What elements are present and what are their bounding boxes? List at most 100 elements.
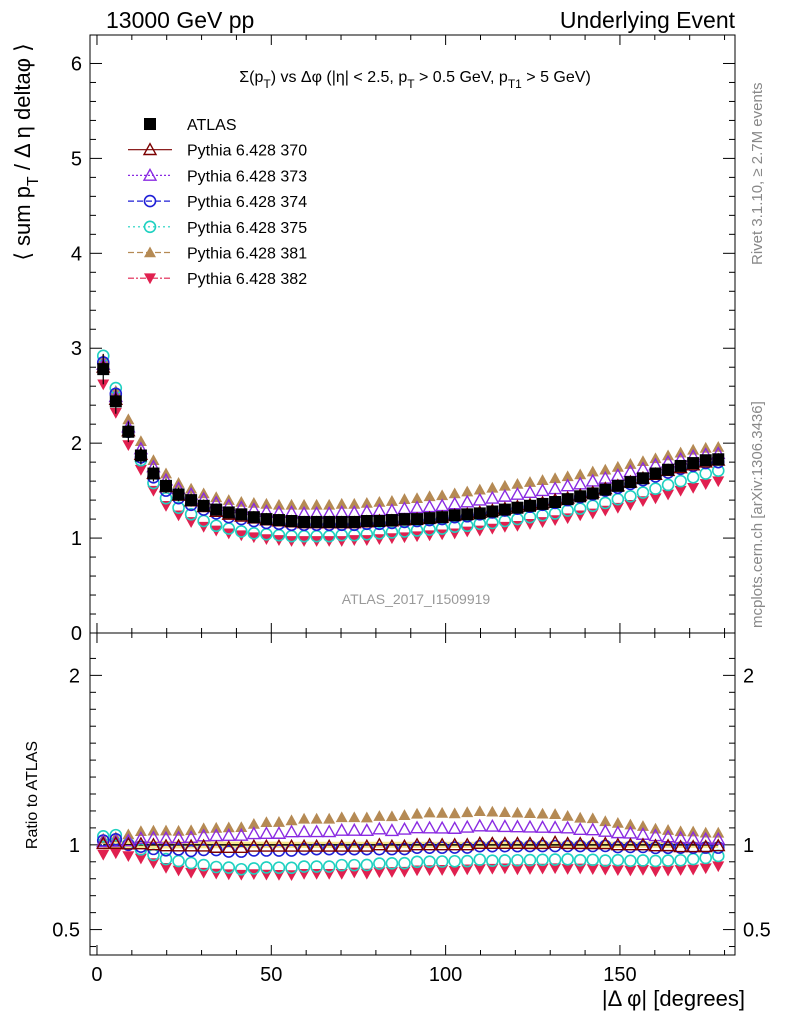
ratio-point [109,828,123,842]
mc-point [661,478,675,492]
ratio-point [624,840,637,854]
ratio-point [535,819,550,833]
atlas-data-point [662,463,675,476]
ratio-point [260,861,273,874]
atlas-data-point [310,515,323,528]
ratio-point [685,839,701,853]
ratio-point [486,805,499,817]
ratio-point [335,858,349,872]
ratio-point [685,830,701,844]
atlas-data-point [360,514,373,527]
ratio-point [698,839,713,853]
ratio-point [183,830,199,844]
atlas-data-point [109,395,122,408]
ratio-point [624,818,637,830]
y-tick-label: 1 [69,835,80,857]
ratio-point [573,836,588,850]
ratio-point [498,863,511,875]
atlas-data-point [348,515,361,528]
ratio-point [384,838,400,852]
ratio-point [547,834,563,848]
ratio-point [171,838,186,852]
ratio-point [586,812,599,824]
ratio-point [359,838,375,852]
ratio-point [624,865,637,877]
ratio-point [284,824,299,838]
ratio-point [373,810,386,821]
x-tick-label: 0 [91,964,102,986]
atlas-data-point [385,514,398,527]
y-tick-label: 5 [71,148,82,170]
legend-label: Pythia 6.428 373 [187,168,307,185]
ratio-point [310,860,323,873]
mc-point [497,488,513,502]
mc-point [411,492,424,504]
ratio-point [309,838,324,852]
ratio-point [335,811,348,823]
atlas-data-point [235,508,248,521]
ratio-point [272,816,285,827]
mc-point [447,496,462,510]
mc-point [536,474,549,485]
mc-point [323,498,336,510]
atlas-data-point [636,472,649,485]
ratio-point [184,856,198,870]
mc-point [547,481,563,495]
ratio-point [271,838,287,852]
ratio-point [133,836,149,850]
plot-title: Σ(pT) vs Δφ (|η| < 2.5, pT > 0.5 GeV, pT… [239,69,591,91]
ratio-point [296,824,312,838]
mc-point [373,496,386,507]
ratio-point [662,865,675,877]
ratio-point [322,860,336,873]
x-axis-label: |Δ φ| [degrees] [602,986,745,1011]
main-y-label: ⟨ sum pT / Δ η deltaφ ⟩ [10,43,42,260]
ratio-point [360,868,373,880]
ratio-point [172,824,185,836]
ratio-y-label: Ratio to ATLAS [24,741,41,849]
ratio-point [172,865,185,877]
ratio-point [497,836,513,850]
ratio-point [409,820,425,834]
atlas-data-point [97,363,110,376]
mc-point [423,490,436,502]
ratio-point [486,863,499,875]
ratio-point [598,836,613,850]
ratio-point [460,819,475,833]
ratio-point [461,806,474,818]
ratio-point [636,840,650,854]
ratio-point [586,853,600,867]
ratio-point [221,840,236,854]
ratio-point [372,837,387,851]
ratio-point [473,864,486,876]
legend-marker [142,167,158,181]
legend-marker [144,118,156,130]
y-tick-label: 0 [71,623,82,645]
ratio-point [599,815,612,827]
atlas-data-point [448,509,461,522]
mc-point [422,499,437,513]
ratio-point [321,838,337,852]
mc-point [172,501,185,515]
ratio-point [649,841,662,855]
ratio-point [183,838,199,852]
ratio-point [347,838,362,852]
ratio-point [660,838,676,852]
legend-label: Pythia 6.428 381 [187,246,307,263]
ratio-point [246,826,262,840]
ratio-point [347,822,362,836]
atlas-data-point [561,493,574,506]
ratio-point [712,861,725,873]
mcplots-label: mcplots.cern.ch [arXiv:1306.3436] [749,401,766,628]
ratio-point [185,867,198,879]
atlas-data-point [549,496,562,509]
mc-point [686,471,700,484]
ratio-point [398,856,411,870]
atlas-data-point [160,479,173,492]
ratio-point [385,867,398,878]
mc-point [373,527,386,540]
ratio-point [121,833,136,847]
mc-point [184,508,198,521]
ratio-point [172,854,185,868]
ratio-point [548,853,562,866]
